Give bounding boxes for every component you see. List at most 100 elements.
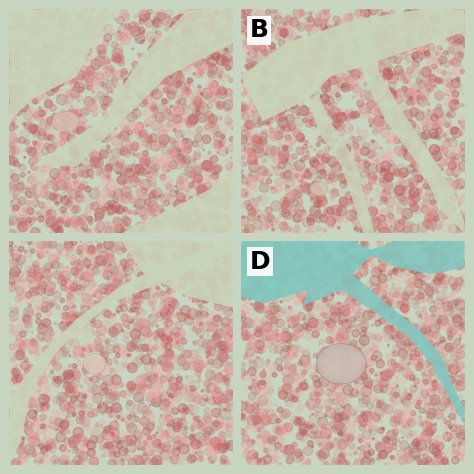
- Circle shape: [198, 346, 207, 354]
- Circle shape: [382, 390, 384, 392]
- Circle shape: [179, 104, 189, 114]
- Circle shape: [182, 27, 190, 35]
- Circle shape: [103, 401, 109, 407]
- Circle shape: [106, 434, 112, 439]
- Circle shape: [439, 279, 441, 281]
- Circle shape: [134, 172, 139, 177]
- Circle shape: [268, 388, 273, 394]
- Circle shape: [395, 420, 399, 424]
- Circle shape: [51, 304, 53, 306]
- Circle shape: [329, 445, 332, 447]
- Circle shape: [296, 457, 299, 459]
- Circle shape: [341, 56, 345, 61]
- Circle shape: [91, 445, 94, 447]
- Circle shape: [343, 281, 350, 289]
- Circle shape: [452, 247, 458, 254]
- Circle shape: [159, 109, 166, 116]
- Circle shape: [130, 386, 135, 391]
- Circle shape: [64, 317, 70, 323]
- Circle shape: [242, 177, 248, 184]
- Circle shape: [86, 126, 93, 132]
- Circle shape: [306, 72, 310, 76]
- Circle shape: [224, 259, 231, 267]
- Circle shape: [101, 334, 103, 335]
- Circle shape: [128, 354, 131, 356]
- Circle shape: [315, 363, 326, 374]
- Circle shape: [292, 107, 294, 109]
- Circle shape: [244, 242, 246, 243]
- Circle shape: [254, 23, 256, 25]
- Circle shape: [147, 176, 153, 182]
- Circle shape: [166, 20, 169, 23]
- Circle shape: [101, 352, 108, 359]
- Circle shape: [110, 242, 113, 244]
- Circle shape: [106, 192, 111, 198]
- Circle shape: [249, 450, 258, 459]
- Circle shape: [435, 68, 439, 72]
- Circle shape: [137, 446, 142, 451]
- Circle shape: [383, 262, 386, 265]
- Circle shape: [218, 268, 229, 278]
- Circle shape: [273, 90, 276, 93]
- Circle shape: [386, 90, 391, 95]
- Circle shape: [286, 121, 296, 131]
- Circle shape: [360, 330, 366, 337]
- Circle shape: [344, 155, 354, 165]
- Circle shape: [367, 251, 372, 256]
- Circle shape: [117, 177, 123, 183]
- Circle shape: [151, 55, 162, 66]
- Circle shape: [39, 71, 44, 76]
- Circle shape: [348, 167, 356, 175]
- Circle shape: [428, 364, 431, 366]
- Circle shape: [101, 80, 111, 90]
- Circle shape: [310, 365, 316, 370]
- Circle shape: [140, 102, 145, 106]
- Circle shape: [453, 100, 458, 104]
- Circle shape: [80, 363, 91, 374]
- Circle shape: [202, 189, 210, 197]
- Circle shape: [335, 21, 342, 28]
- Circle shape: [429, 439, 438, 448]
- Circle shape: [374, 384, 383, 393]
- Circle shape: [162, 342, 170, 350]
- Circle shape: [173, 200, 183, 210]
- Circle shape: [78, 71, 89, 81]
- Circle shape: [131, 440, 134, 444]
- Circle shape: [344, 53, 350, 58]
- Circle shape: [176, 80, 185, 89]
- Circle shape: [221, 422, 229, 430]
- Circle shape: [163, 337, 169, 344]
- Circle shape: [166, 112, 174, 120]
- Circle shape: [410, 390, 415, 395]
- Circle shape: [198, 376, 201, 378]
- Circle shape: [60, 56, 62, 58]
- Circle shape: [165, 402, 173, 409]
- Circle shape: [222, 56, 230, 65]
- Circle shape: [185, 20, 194, 28]
- Circle shape: [284, 171, 292, 179]
- Circle shape: [176, 191, 179, 193]
- Circle shape: [404, 88, 414, 98]
- Circle shape: [438, 249, 444, 254]
- Circle shape: [379, 444, 381, 446]
- Circle shape: [14, 137, 16, 138]
- Circle shape: [133, 434, 136, 437]
- Circle shape: [36, 174, 44, 182]
- Circle shape: [443, 275, 446, 278]
- Circle shape: [406, 224, 408, 226]
- Circle shape: [420, 283, 428, 290]
- Circle shape: [39, 71, 47, 79]
- Circle shape: [36, 319, 41, 324]
- Circle shape: [160, 141, 167, 147]
- Circle shape: [43, 426, 54, 437]
- Circle shape: [11, 423, 19, 431]
- Circle shape: [111, 403, 121, 412]
- Circle shape: [22, 385, 26, 389]
- Circle shape: [39, 132, 46, 138]
- Circle shape: [33, 46, 42, 55]
- Circle shape: [276, 319, 284, 328]
- Circle shape: [395, 291, 405, 301]
- Circle shape: [277, 265, 288, 276]
- Circle shape: [209, 117, 214, 122]
- Circle shape: [264, 158, 268, 163]
